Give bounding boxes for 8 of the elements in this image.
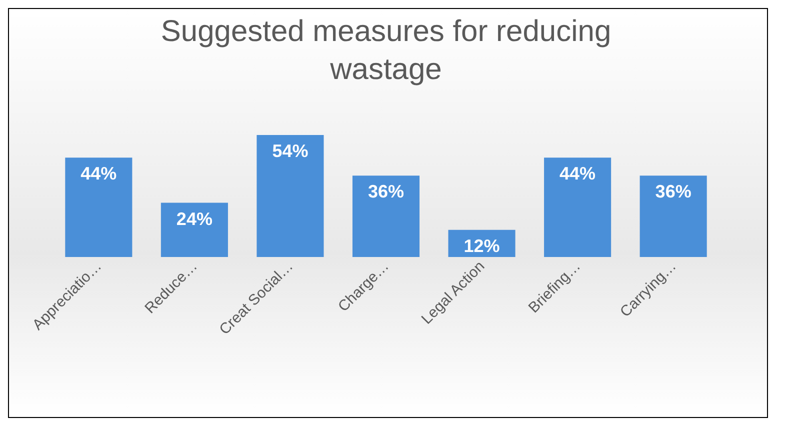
- data-label: 54%: [272, 141, 308, 161]
- chart-title: Suggested measures for reducing wastage: [160, 15, 612, 86]
- data-label: 36%: [655, 182, 692, 202]
- data-label: 36%: [368, 182, 404, 202]
- data-label: 24%: [176, 208, 212, 229]
- data-label: 12%: [464, 236, 500, 256]
- data-label: 44%: [80, 164, 117, 184]
- data-label: 44%: [560, 164, 596, 184]
